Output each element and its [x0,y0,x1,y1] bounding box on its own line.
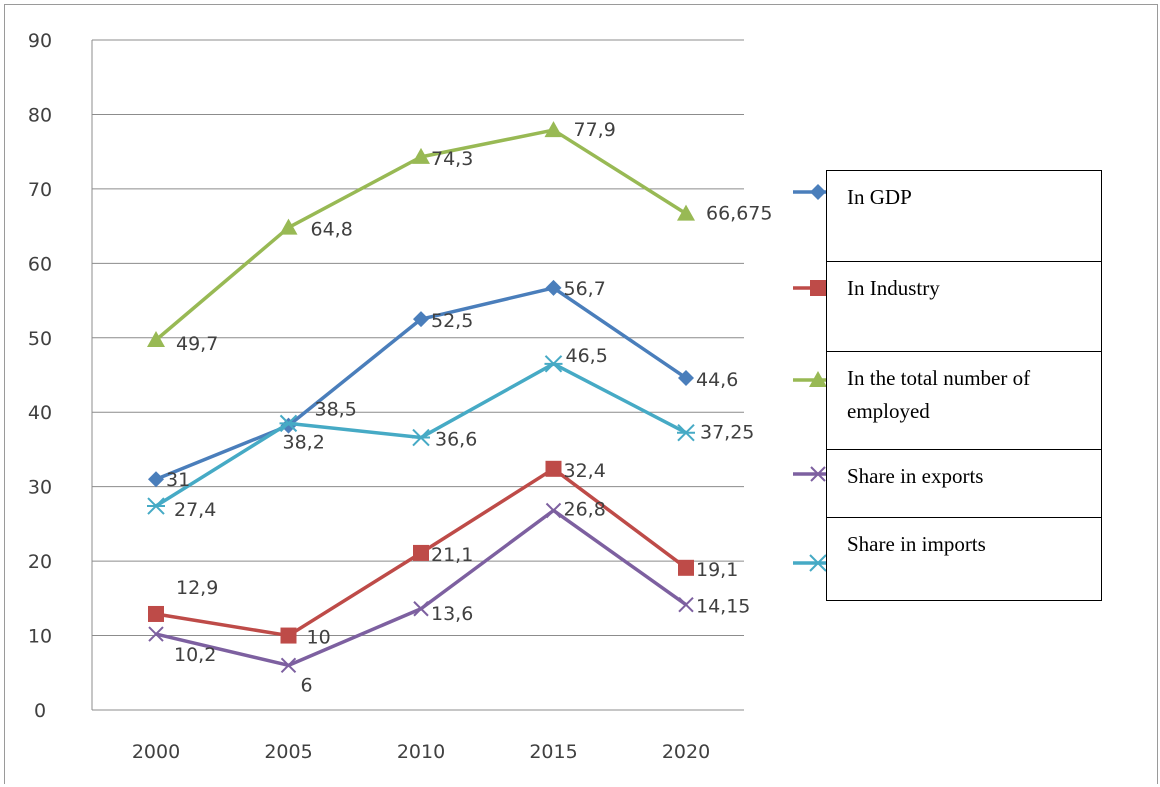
data-point [545,460,562,477]
data-label: 49,7 [176,333,218,355]
data-point [280,657,297,674]
data-label: 27,4 [174,499,216,521]
legend-item-employed: In the total number of employed [827,351,1101,449]
data-point [544,355,563,373]
legend-item-in-gdp: In GDP [847,185,912,209]
y-tick-label: 30 [28,477,52,499]
y-tick-label: 50 [28,328,52,350]
data-label: 77,9 [574,119,616,141]
series-line [155,362,687,508]
data-point [412,428,430,447]
y-tick-label: 70 [28,179,52,201]
data-point [280,627,297,644]
data-point [545,279,562,296]
legend-swatch-marker [810,280,826,296]
data-point [677,423,695,442]
y-tick-label: 20 [28,551,52,573]
data-point [147,331,165,348]
y-tick-label: 80 [28,104,52,126]
data-point [677,204,695,221]
data-label: 26,8 [564,498,606,520]
data-point [545,502,562,519]
data-point [413,601,429,617]
data-label: 21,1 [431,544,473,566]
legend-swatch-marker [810,184,826,200]
data-point [412,147,430,164]
data-labels: 31 38,2 52,5 56,7 44,6 12,9 10 21,1 32,4 19,1 49,7… [166,119,772,696]
data-label: 37,25 [700,422,754,444]
data-point [148,626,164,642]
y-tick-label: 60 [28,253,52,275]
x-tick-label: 2020 [662,741,710,763]
legend-swatch-marker [809,554,827,572]
data-label: 14,15 [696,596,750,618]
data-point [544,121,563,138]
legend-item-share-exports: Share in exports [827,449,1101,517]
data-label: 46,5 [566,345,608,367]
data-label: 64,8 [311,219,353,241]
axes: 0 10 20 30 40 50 60 70 80 90 2000 2005 2010 2015 2020 [28,30,744,763]
x-tick-label: 2005 [264,741,312,763]
y-tick-label: 40 [28,402,52,424]
data-label: 52,5 [431,310,473,332]
x-tick-label: 2015 [529,741,577,763]
data-point [678,559,694,576]
data-point [678,596,694,613]
data-label: 13,6 [431,603,473,625]
legend-swatch-marker [809,371,827,387]
data-label: 32,4 [564,460,606,482]
data-point [413,544,429,561]
data-label: 12,9 [176,577,218,599]
data-label: 66,675 [706,203,772,225]
data-label: 56,7 [564,278,606,300]
data-label: 38,5 [315,398,357,420]
data-point [279,218,298,235]
data-label: 10,2 [174,644,216,666]
gridlines [92,39,744,637]
chart-frame [4,4,1158,784]
legend-item-share-imports: Share in imports [827,517,1101,602]
legend-swatch-marker [810,466,826,482]
data-label: 10 [307,627,331,649]
series-lines [147,121,695,674]
data-label: 38,2 [283,432,325,454]
data-point [413,311,429,328]
data-label: 74,3 [431,148,473,170]
legend: In GDP In Industry In the total number o… [826,170,1102,601]
series-line [155,508,688,668]
legend-item-in-industry: In Industry [827,261,1101,351]
data-label: 19,1 [696,559,738,581]
data-point [678,369,694,386]
data-label: 44,6 [696,369,738,391]
data-label: 36,6 [435,429,477,451]
x-tick-label: 2010 [397,741,445,763]
y-tick-label: 0 [34,700,46,722]
data-label: 6 [301,674,313,696]
data-point [148,605,164,622]
data-point [148,471,164,488]
data-point [280,417,297,434]
y-tick-label: 10 [28,626,52,648]
y-tick-label: 90 [28,30,52,52]
data-label: 31 [166,469,190,491]
data-point [147,497,165,515]
data-point [279,414,298,433]
x-tick-label: 2000 [132,741,180,763]
